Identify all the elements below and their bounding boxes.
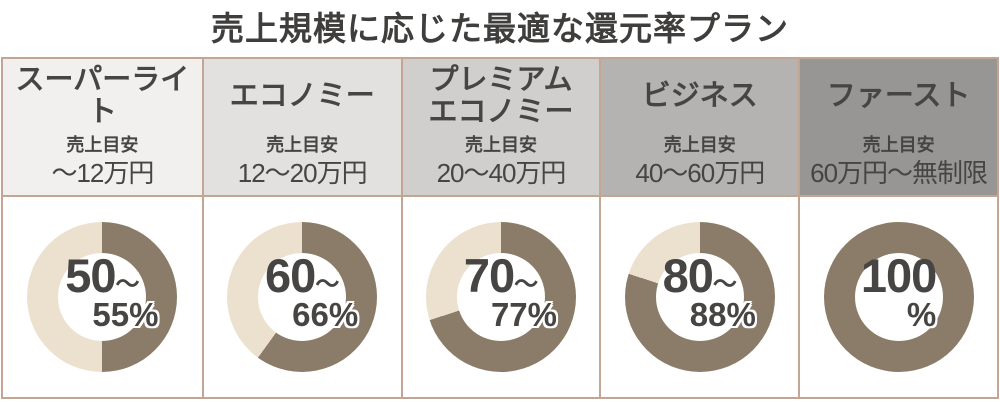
donut-hole xyxy=(58,253,147,341)
rate-tilde: ～ xyxy=(115,270,140,298)
rate-max: 88% xyxy=(689,295,756,333)
rate-max: 55% xyxy=(92,295,159,333)
donut-chart: 50～ 55% xyxy=(27,222,178,372)
plan-header: エコノミー 売上目安 12～20万円 xyxy=(203,59,401,197)
rate-label: 50～ 55% xyxy=(27,252,177,331)
sales-guide-label: 売上目安 xyxy=(266,134,339,155)
donut-cell: 70～ 77% xyxy=(402,197,600,397)
sales-range: 12～20万円 xyxy=(237,158,368,189)
plan-header: ビジネス 売上目安 40～60万円 xyxy=(601,59,799,197)
rate-max: 77% xyxy=(490,295,558,333)
plan-name-line1: ビジネス xyxy=(641,79,758,112)
donut-chart: 100 % xyxy=(823,222,974,372)
sales-range: 20～40万円 xyxy=(436,158,567,189)
rate-main: 60～ xyxy=(227,252,377,299)
sales-guide-label: 売上目安 xyxy=(464,134,537,155)
rate-min: 50 xyxy=(65,248,116,302)
donut-chart: 70～ 77% xyxy=(425,222,576,372)
rate-label: 70～ 77% xyxy=(426,252,576,331)
plan-name: プレミアム エコノミー xyxy=(403,59,600,135)
plan-header: スーパーライト 売上目安 ～12万円 xyxy=(3,59,202,197)
rate-tilde: ～ xyxy=(514,270,539,298)
sales-range: ～12万円 xyxy=(51,158,154,189)
sales-guide-label: 売上目安 xyxy=(66,134,139,155)
plan-column-premium-economy: プレミアム エコノミー 売上目安 20～40万円 70～ 77% xyxy=(400,59,600,397)
plan-header: ファースト 売上目安 60万円～無制限 xyxy=(800,59,997,197)
page-title: 売上規模に応じた最適な還元率プラン xyxy=(211,10,789,47)
donut-chart: 80～ 88% xyxy=(624,222,775,372)
plan-table: スーパーライト 売上目安 ～12万円 50～ 55% エコノミ xyxy=(1,57,999,399)
donut-cell: 50～ 55% xyxy=(3,197,202,397)
donut-hole xyxy=(258,253,347,341)
rate-min: 70 xyxy=(463,248,515,302)
plan-name-line1: ファースト xyxy=(826,79,971,112)
plan-name-line1: プレミアム xyxy=(429,64,573,97)
sales-range: 40～60万円 xyxy=(635,158,765,189)
sales-guide-label: 売上目安 xyxy=(862,134,935,155)
plan-header: プレミアム エコノミー 売上目安 20～40万円 xyxy=(402,59,600,197)
plan-name: エコノミー xyxy=(204,59,401,135)
plan-column-economy: エコノミー 売上目安 12～20万円 60～ 66% xyxy=(201,59,401,397)
plan-name: スーパーライト xyxy=(3,59,202,135)
rate-label: 100 % xyxy=(824,252,974,331)
rate-main: 80～ xyxy=(625,252,775,299)
rate-label: 60～ 66% xyxy=(227,252,377,331)
sales-guide-label: 売上目安 xyxy=(663,134,736,155)
plan-name: ビジネス xyxy=(601,59,798,135)
plan-name-line2: エコノミー xyxy=(428,95,574,128)
donut-cell: 60～ 66% xyxy=(203,197,401,397)
plan-column-superlight: スーパーライト 売上目安 ～12万円 50～ 55% xyxy=(3,59,202,397)
donut-hole xyxy=(854,253,943,341)
rate-main: 50～ xyxy=(27,252,177,299)
rate-main: 100 xyxy=(824,252,974,299)
plan-name-line1: エコノミー xyxy=(229,79,375,112)
rate-tilde: ～ xyxy=(712,270,737,298)
rate-tilde: ～ xyxy=(315,270,340,298)
sales-range: 60万円～無制限 xyxy=(810,158,988,189)
donut-chart: 60～ 66% xyxy=(227,222,378,372)
donut-hole xyxy=(456,253,545,341)
rate-min: 60 xyxy=(265,248,316,302)
rate-max: % xyxy=(906,295,937,333)
plan-column-first: ファースト 売上目安 60万円～無制限 100 % xyxy=(798,59,997,397)
plan-name-line1: スーパーライト xyxy=(15,64,190,128)
rate-min: 100 xyxy=(860,248,937,302)
rate-label: 80～ 88% xyxy=(625,252,775,331)
rate-main: 70～ xyxy=(426,252,576,299)
donut-hole xyxy=(655,253,744,341)
rate-max: 66% xyxy=(292,295,359,333)
rate-min: 80 xyxy=(662,248,714,302)
donut-cell: 80～ 88% xyxy=(601,197,799,397)
plan-column-business: ビジネス 売上目安 40～60万円 80～ 88% xyxy=(599,59,799,397)
donut-cell: 100 % xyxy=(800,197,997,397)
plan-name: ファースト xyxy=(800,59,997,135)
